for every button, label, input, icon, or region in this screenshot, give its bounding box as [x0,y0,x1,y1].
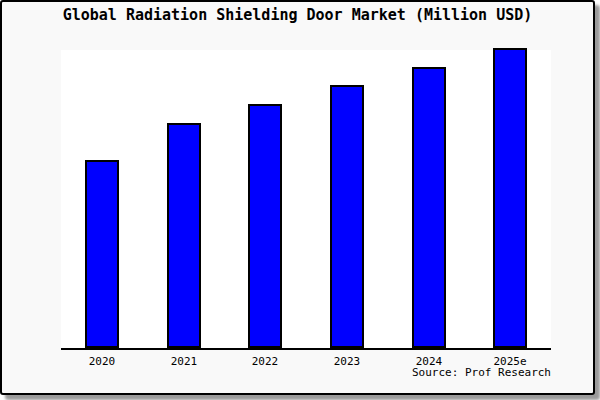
bar-2022 [248,104,282,348]
chart-card: Global Radiation Shielding Door Market (… [0,0,595,395]
bar-2020 [85,160,119,348]
bar-2023 [330,85,364,348]
source-label: Source: Prof Research [2,366,551,379]
plot-area [61,50,551,350]
bar-2021 [167,123,201,348]
chart-title: Global Radiation Shielding Door Market (… [2,6,593,24]
bar-2025e [493,48,527,348]
bar-2024 [412,67,446,348]
